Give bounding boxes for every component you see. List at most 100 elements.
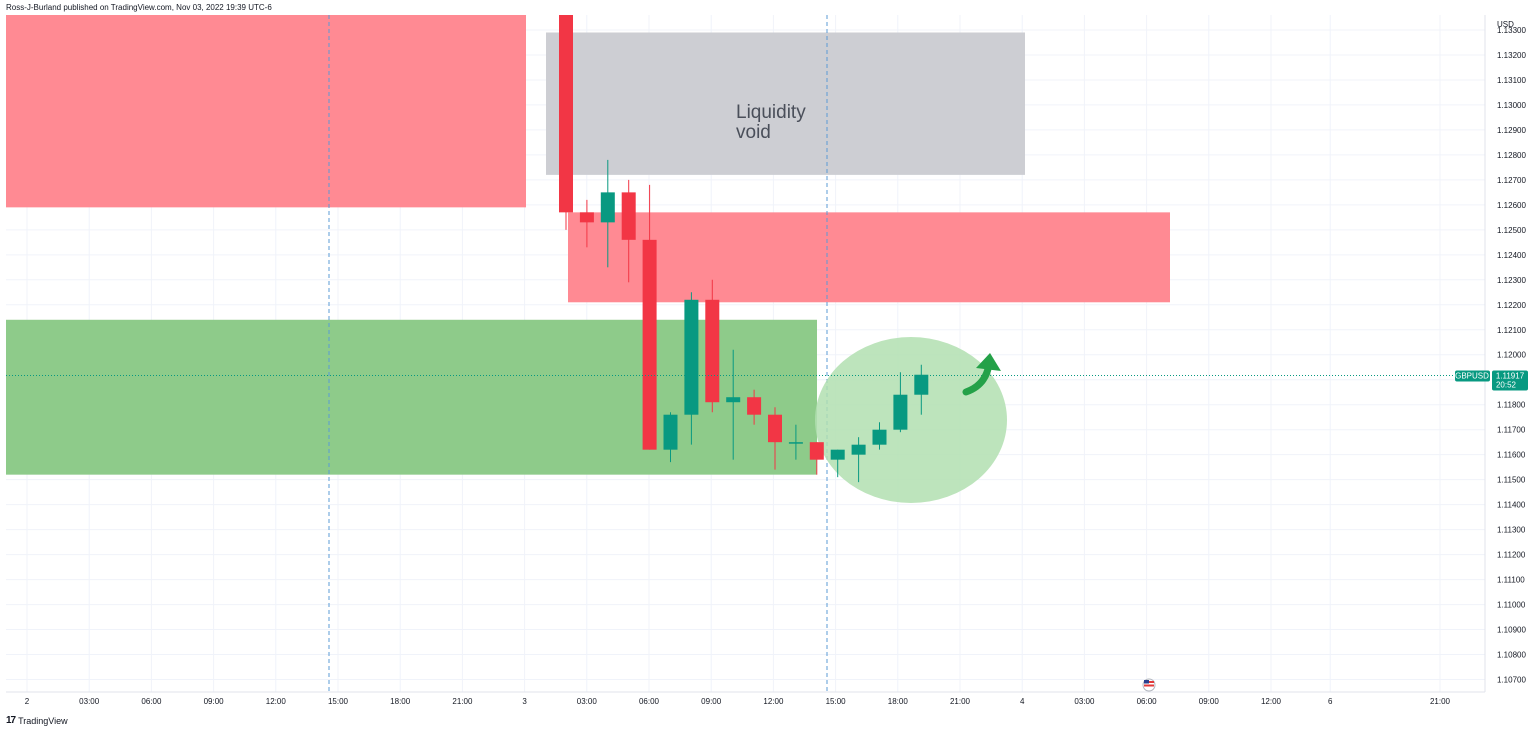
candle-body [788, 442, 803, 444]
y-tick-label: 1.11600 [1497, 451, 1526, 460]
candle [559, 15, 573, 230]
x-tick-label: 3 [522, 697, 527, 706]
y-tick-label: 1.12800 [1497, 151, 1526, 160]
flag-canton [1144, 680, 1149, 684]
y-tick-label: 1.11400 [1497, 501, 1526, 510]
y-tick-label: 1.12900 [1497, 126, 1526, 135]
y-tick-label: 1.11800 [1497, 401, 1526, 410]
y-tick-label: 1.13200 [1497, 51, 1526, 60]
x-tick-label: 06:00 [1137, 697, 1158, 706]
symbol-tag-label: GBPUSD [1455, 371, 1489, 380]
candle-body [768, 414, 782, 443]
candle [663, 412, 678, 463]
x-tick-label: 18:00 [390, 697, 411, 706]
y-tick-label: 1.12200 [1497, 301, 1526, 310]
y-tick-label: 1.11200 [1497, 551, 1526, 560]
y-tick-label: 1.12100 [1497, 326, 1526, 335]
flag-stripe [1144, 684, 1154, 687]
x-tick-label: 4 [1020, 697, 1025, 706]
candle [872, 422, 887, 450]
tradingview-logo-icon: 17 [6, 715, 16, 726]
candle-body [726, 397, 741, 403]
y-tick-label: 1.12300 [1497, 276, 1526, 285]
x-tick-label: 03:00 [1074, 697, 1095, 706]
candle-body [684, 299, 699, 415]
candle-body [809, 442, 824, 460]
time-axis[interactable]: 2 03:00 06:00 09:00 12:00 15:00 18:00 21:00 3 03:… [25, 697, 1451, 706]
last-price-label: 1.11917 [1496, 371, 1525, 380]
y-tick-label: 1.11700 [1497, 426, 1526, 435]
candle-body [600, 192, 615, 223]
candle-body [914, 374, 929, 395]
tradingview-logo[interactable]: 17 TradingView [6, 715, 68, 726]
y-tick-label: 1.12000 [1497, 351, 1526, 360]
y-tick-label: 1.13100 [1497, 76, 1526, 85]
candle [768, 407, 782, 470]
x-tick-label: 2 [25, 697, 30, 706]
arrow-head [976, 353, 1001, 371]
price-axis[interactable]: 1.13300 1.13200 1.13100 1.13000 1.12900 1.128… [1497, 20, 1526, 685]
y-tick-label: 1.12500 [1497, 226, 1526, 235]
x-tick-label: 18:00 [888, 697, 909, 706]
candle-body [851, 444, 866, 455]
supply-zone [6, 15, 526, 208]
x-tick-label: 15:00 [328, 697, 349, 706]
x-tick-label: 09:00 [204, 697, 225, 706]
x-tick-label: 03:00 [577, 697, 598, 706]
x-tick-label: 09:00 [701, 697, 722, 706]
y-tick-label: 1.10700 [1497, 676, 1526, 685]
candle-body [872, 429, 887, 445]
x-tick-label: 6 [1328, 697, 1333, 706]
y-tick-label: 1.10800 [1497, 651, 1526, 660]
x-tick-label: 12:00 [763, 697, 784, 706]
x-tick-label: 15:00 [826, 697, 847, 706]
candle-body [559, 15, 573, 213]
y-tick-label: 1.12400 [1497, 251, 1526, 260]
y-tick-label: 1.11500 [1497, 476, 1526, 485]
x-tick-label: 12:00 [1261, 697, 1282, 706]
zones [6, 15, 1170, 475]
candle [788, 424, 803, 460]
symbol-tag [1455, 370, 1490, 382]
x-tick-label: 12:00 [266, 697, 287, 706]
candle [642, 184, 657, 450]
y-tick-label: 1.11000 [1497, 601, 1526, 610]
liquidity-void-note: Liquidity [736, 102, 806, 123]
candle [621, 179, 636, 283]
x-tick-label: 09:00 [1199, 697, 1220, 706]
x-tick-label: 21:00 [950, 697, 971, 706]
candle-body [663, 414, 678, 450]
y-tick-label: 1.12600 [1497, 201, 1526, 210]
highlight-ellipse [815, 337, 1007, 503]
x-tick-label: 06:00 [639, 697, 660, 706]
last-price-tag [1492, 370, 1528, 391]
x-tick-label: 21:00 [1430, 697, 1451, 706]
liquidity-void-zone [546, 32, 1025, 175]
candle [851, 437, 866, 483]
candle-body [579, 212, 594, 223]
currency-label: USD [1497, 20, 1514, 29]
curved-up-arrow-icon [962, 353, 1001, 396]
candle-body [705, 299, 720, 403]
us-flag-icon [1142, 678, 1156, 692]
y-tick-label: 1.13300 [1497, 26, 1526, 35]
candle [705, 279, 720, 413]
candle [809, 442, 824, 475]
candle-body [747, 397, 762, 415]
candle [914, 364, 929, 415]
candle [684, 292, 699, 445]
candle-body [621, 192, 636, 240]
candle-body [642, 239, 657, 450]
y-tick-label: 1.11300 [1497, 526, 1526, 535]
publisher-header: Ross-J-Burland published on TradingView.… [6, 3, 272, 12]
candle [747, 389, 762, 425]
candle [600, 159, 615, 268]
y-tick-label: 1.10900 [1497, 626, 1526, 635]
y-tick-label: 1.12700 [1497, 176, 1526, 185]
liquidity-void-note: void [736, 122, 771, 143]
candle [726, 349, 741, 460]
x-tick-label: 03:00 [79, 697, 100, 706]
y-tick-label: 1.11100 [1497, 576, 1525, 585]
